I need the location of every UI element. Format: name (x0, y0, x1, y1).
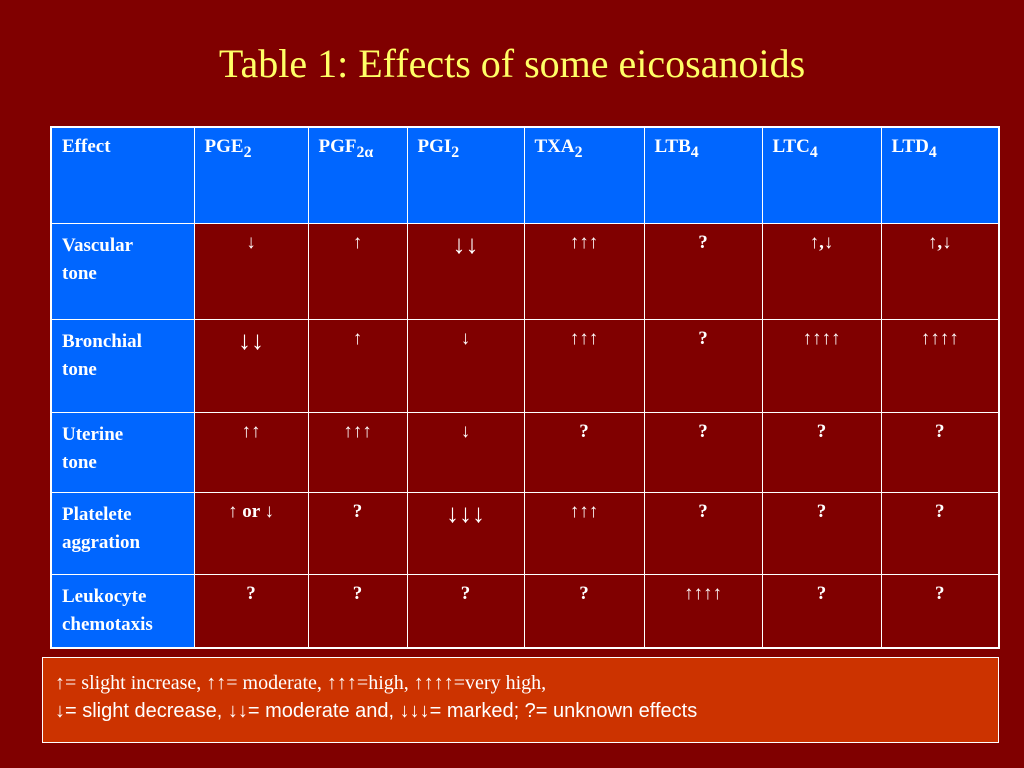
table-cell: ↓ (406, 411, 525, 493)
header-effect: Effect (50, 126, 195, 224)
table-row: Vascular tone ↓ ↑ ↓↓ ↑↑↑ ? ↑,↓ ↑,↓ (50, 222, 1000, 320)
table-cell: ↑↑↑ (307, 411, 408, 493)
table-cell: ↓↓↓ (406, 491, 525, 575)
slide-title: Table 1: Effects of some eicosanoids (218, 41, 806, 86)
row-label-line: chemotaxis (62, 613, 153, 635)
legend-increase-line: ↑= slight increase, ↑↑= moderate, ↑↑↑=hi… (55, 672, 547, 694)
header-label: TXA (534, 136, 575, 157)
table-cell: ? (193, 573, 309, 648)
table-row: Platelete aggration ↑ or ↓ ? ↓↓↓ ↑↑↑ ? ? … (50, 491, 1000, 575)
table-cell: ↑ (307, 222, 408, 320)
table-header-row: Effect PGE2 PGF2α PGI2 TXA2 LTB4 LTC4 LT… (50, 126, 1000, 224)
header-pge2: PGE2 (193, 126, 309, 224)
header-subscript: 2α (356, 143, 374, 161)
header-subscript: 4 (690, 143, 699, 161)
table-cell: ? (880, 411, 1000, 493)
table-cell: ? (643, 411, 763, 493)
table-cell: ? (880, 573, 1000, 648)
table-row: Leukocyte chemotaxis ? ? ? ? ↑↑↑↑ ? ? (50, 573, 1000, 648)
header-subscript: 2 (243, 143, 252, 161)
legend-box: ↑= slight increase, ↑↑= moderate, ↑↑↑=hi… (42, 657, 999, 743)
header-subscript: 4 (928, 143, 937, 161)
table-cell: ↓↓ (406, 222, 525, 320)
row-label-line: Uterine (62, 423, 124, 445)
table-cell: ? (880, 491, 1000, 575)
eicosanoid-effects-table: Effect PGE2 PGF2α PGI2 TXA2 LTB4 LTC4 LT… (50, 126, 1000, 649)
row-label-line: Bronchial (62, 330, 142, 352)
table-cell: ? (307, 491, 408, 575)
table-cell: ↓↓ (193, 318, 309, 413)
table-cell: ↑↑↑↑ (761, 318, 882, 413)
header-ltd4: LTD4 (880, 126, 1000, 224)
table-cell: ? (643, 318, 763, 413)
table-cell: ↑↑↑ (523, 222, 645, 320)
row-label-vascular-tone: Vascular tone (50, 222, 195, 320)
row-label-leukocyte-chemotaxis: Leukocyte chemotaxis (50, 573, 195, 648)
table-cell: ↑,↓ (761, 222, 882, 320)
row-label-line: Platelete (62, 503, 132, 525)
row-label-bronchial-tone: Bronchial tone (50, 318, 195, 413)
table-cell: ↑↑ (193, 411, 309, 493)
table-cell: ↑↑↑↑ (643, 573, 763, 648)
header-subscript: 4 (809, 143, 818, 161)
table-cell: ? (523, 573, 645, 648)
header-label: LTB (654, 136, 691, 157)
header-label: PGE (204, 136, 244, 157)
header-pgf2a: PGF2α (307, 126, 408, 224)
table-cell: ↑↑↑↑ (880, 318, 1000, 413)
legend-decrease-line: ↓= slight decrease, ↓↓= moderate and, ↓↓… (55, 700, 698, 722)
table-row: Bronchial tone ↓↓ ↑ ↓ ↑↑↑ ? ↑↑↑↑ ↑↑↑↑ (50, 318, 1000, 413)
header-pgi2: PGI2 (406, 126, 525, 224)
table-cell: ↑,↓ (880, 222, 1000, 320)
table-cell: ? (761, 491, 882, 575)
header-ltb4: LTB4 (643, 126, 763, 224)
row-label-line: aggration (62, 531, 141, 553)
header-label: PGF (318, 136, 357, 157)
table-cell: ↓ (193, 222, 309, 320)
table-cell: ? (761, 573, 882, 648)
row-label-line: Vascular (62, 234, 134, 256)
table-row: Uterine tone ↑↑ ↑↑↑ ↓ ? ? ? ? (50, 411, 1000, 493)
table-cell: ? (643, 491, 763, 575)
header-subscript: 2 (574, 143, 583, 161)
header-label: Effect (62, 136, 111, 157)
row-label-uterine-tone: Uterine tone (50, 411, 195, 493)
row-label-platelete-aggration: Platelete aggration (50, 491, 195, 575)
table-cell: ↑↑↑ (523, 318, 645, 413)
table-cell: ↓ (406, 318, 525, 413)
table-cell: ↑↑↑ (523, 491, 645, 575)
table-cell: ? (406, 573, 525, 648)
header-label: PGI (417, 136, 452, 157)
header-ltc4: LTC4 (761, 126, 882, 224)
row-label-line: tone (62, 262, 97, 284)
header-label: LTD (891, 136, 929, 157)
table-cell: ? (523, 411, 645, 493)
table-cell: ↑ or ↓ (193, 491, 309, 575)
header-subscript: 2 (451, 143, 460, 161)
header-txa2: TXA2 (523, 126, 645, 224)
row-label-line: tone (62, 358, 97, 380)
table-cell: ? (307, 573, 408, 648)
header-label: LTC (772, 136, 810, 157)
table-cell: ? (643, 222, 763, 320)
row-label-line: Leukocyte (62, 585, 147, 607)
table-cell: ↑ (307, 318, 408, 413)
row-label-line: tone (62, 451, 97, 473)
table-cell: ? (761, 411, 882, 493)
